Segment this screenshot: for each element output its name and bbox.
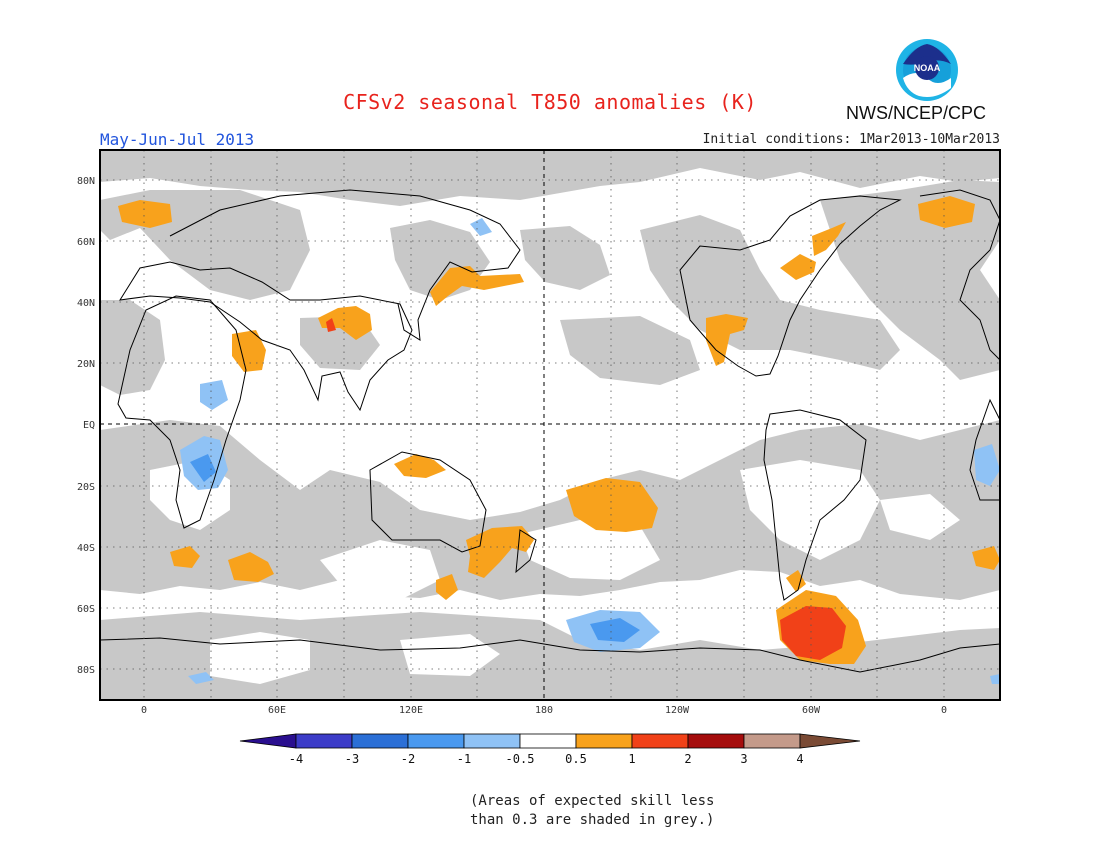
colorbar-bin: [407, 733, 465, 749]
colorbar-label: 4: [796, 752, 803, 766]
lat-label: 80S: [77, 665, 95, 676]
initial-conditions: Initial conditions: 1Mar2013-10Mar2013: [702, 132, 1000, 147]
lon-label: 120E: [399, 705, 423, 716]
skill-note-line: (Areas of expected skill less: [470, 793, 715, 809]
colorbar-labels: -4 -3 -2 -1 -0.5 0.5 1 2 3 4: [289, 752, 804, 766]
colorbar-label: 1: [628, 752, 635, 766]
colorbar-bin: [687, 733, 745, 749]
noaa-logo: NOAA: [896, 39, 958, 101]
colorbar-bin: [575, 733, 633, 749]
colorbar: [239, 733, 861, 749]
coastlines: [100, 189, 1000, 673]
lat-label: 20S: [77, 482, 95, 493]
skill-note-line: than 0.3 are shaded in grey.): [470, 812, 715, 828]
skill-note: (Areas of expected skill less than 0.3 a…: [470, 792, 714, 830]
lat-label: EQ: [83, 420, 95, 431]
colorbar-label: -4: [289, 752, 303, 766]
lat-label: 60S: [77, 604, 95, 615]
equator-dateline: [100, 150, 1000, 700]
longitude-labels: 0 60E 120E 180 120W 60W 0: [141, 705, 947, 716]
forecast-period: May-Jun-Jul 2013: [100, 130, 255, 149]
graticule: [100, 150, 1000, 700]
lat-label: 20N: [77, 359, 95, 370]
lon-label: 120W: [665, 705, 690, 716]
map-frame: [99, 149, 1001, 701]
lat-label: 60N: [77, 237, 95, 248]
colorbar-bin: [351, 733, 409, 749]
colorbar-bin: [519, 733, 577, 749]
latitude-labels: 80N 60N 40N 20N EQ 20S 40S 60S 80S: [77, 176, 95, 676]
colorbar-high-arrow: [799, 733, 861, 749]
lon-label: 180: [535, 705, 553, 716]
strong-positive-anomaly-area: [326, 318, 846, 660]
colorbar-label: -0.5: [506, 752, 535, 766]
agency-label: NWS/NCEP/CPC: [846, 103, 987, 123]
lat-label: 40S: [77, 543, 95, 554]
logo-text: NOAA: [914, 63, 941, 73]
colorbar-low-arrow: [239, 733, 297, 749]
colorbar-bin: [631, 733, 689, 749]
colorbar-label: -2: [401, 752, 415, 766]
colorbar-label: 0.5: [565, 752, 587, 766]
negative-anomaly-areas: [180, 218, 1000, 684]
colorbar-label: -1: [457, 752, 471, 766]
lon-label: 60E: [268, 705, 286, 716]
lat-label: 40N: [77, 298, 95, 309]
lat-label: 80N: [77, 176, 95, 187]
colorbar-label: 2: [684, 752, 691, 766]
colorbar-bin: [743, 733, 801, 749]
colorbar-bin: [295, 733, 353, 749]
colorbar-bin: [463, 733, 521, 749]
map-title: CFSv2 seasonal T850 anomalies (K): [343, 90, 757, 114]
colorbar-label: -3: [345, 752, 359, 766]
lon-label: 0: [941, 705, 947, 716]
lon-label: 60W: [802, 705, 821, 716]
colorbar-label: 3: [740, 752, 747, 766]
lon-label: 0: [141, 705, 147, 716]
